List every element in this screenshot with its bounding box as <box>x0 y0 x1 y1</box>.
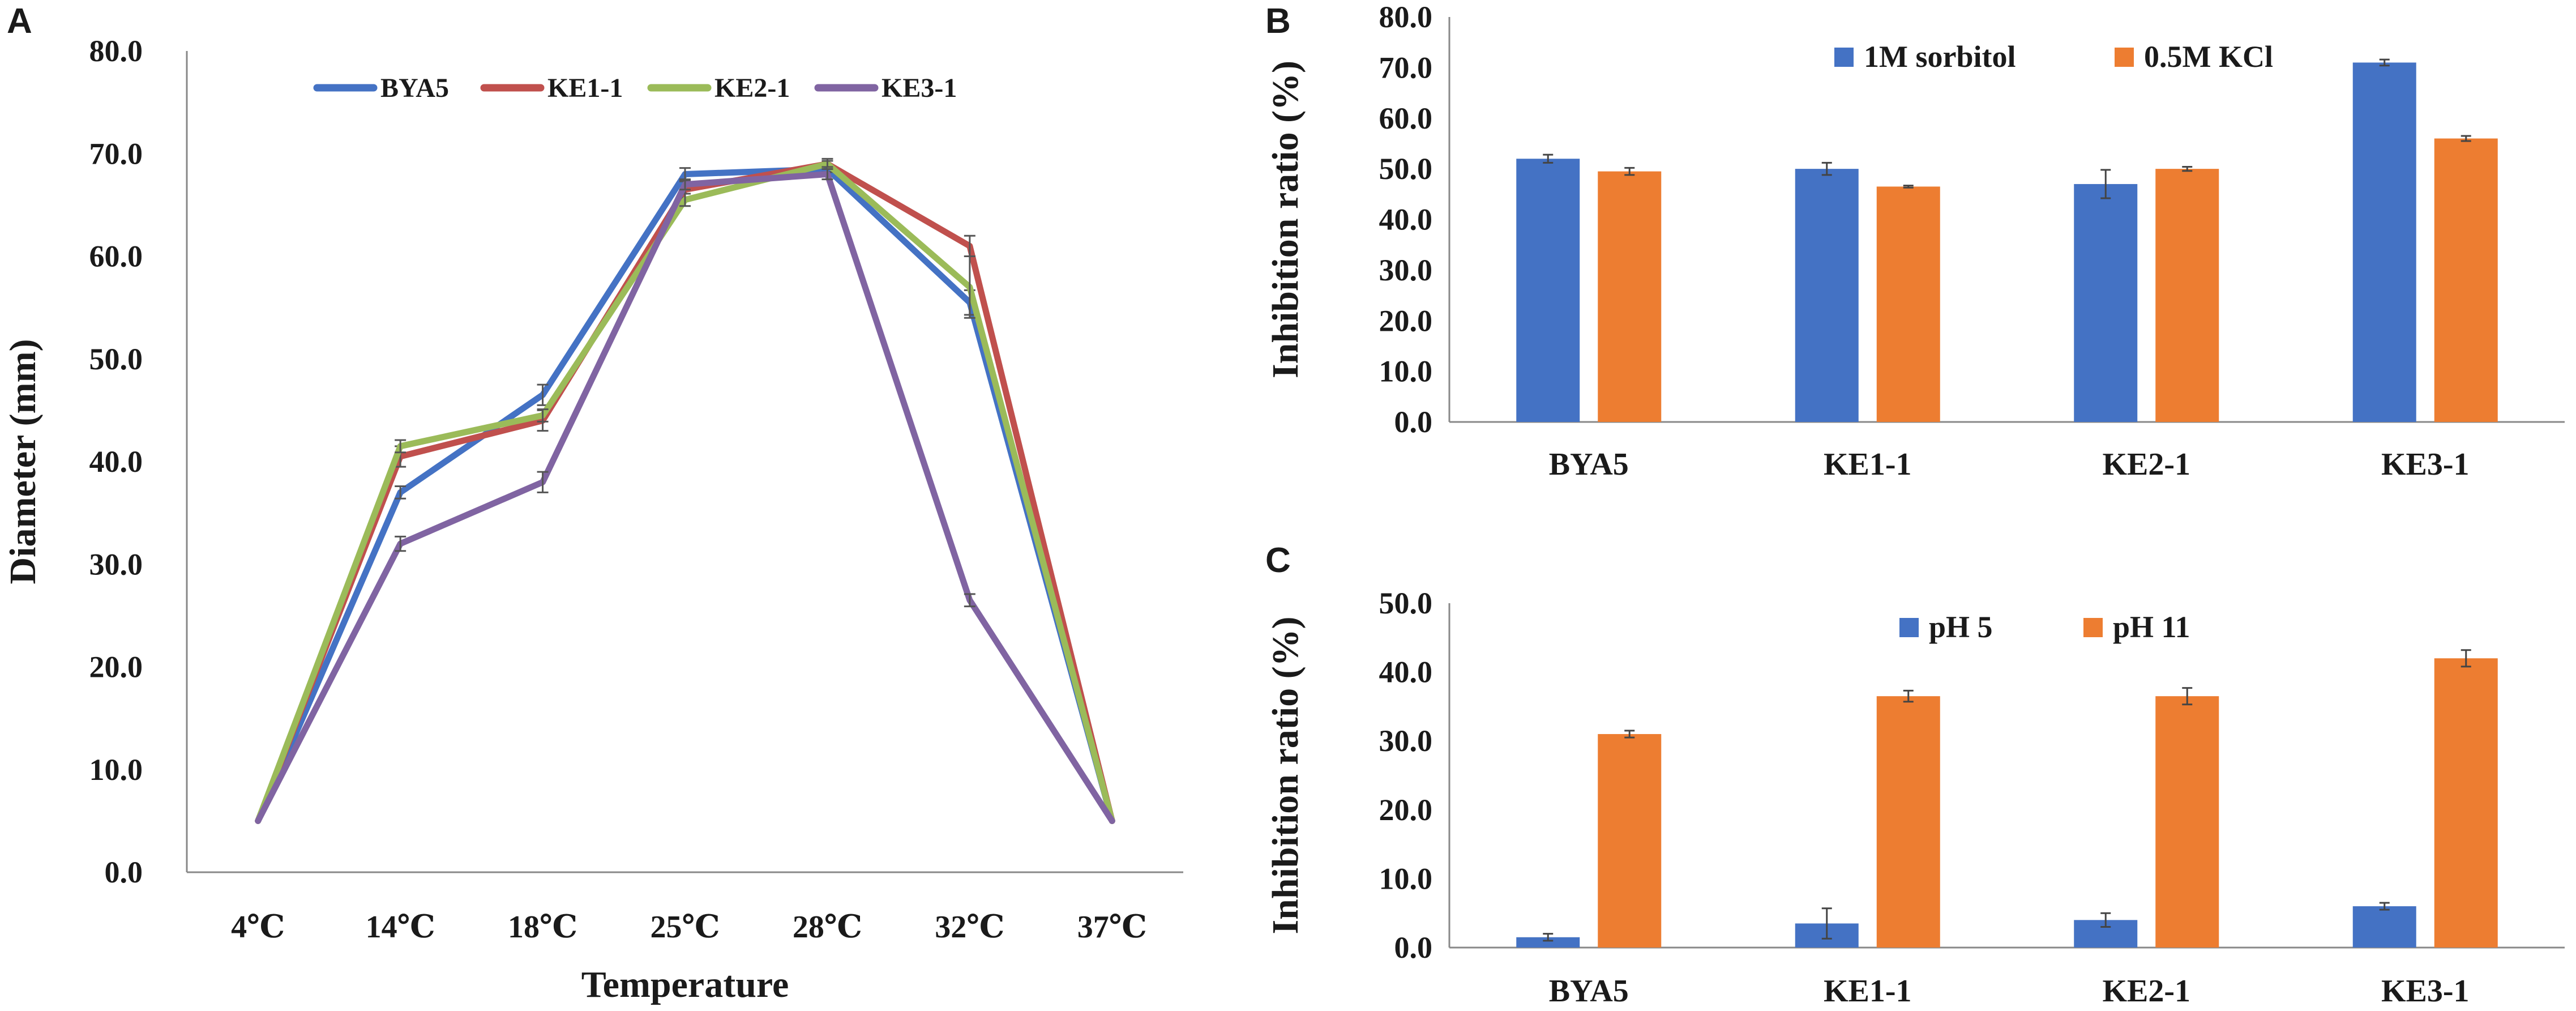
x-tick-label: 28℃ <box>793 910 862 945</box>
y-tick-label: 30.0 <box>1379 253 1433 287</box>
y-tick-label: 0.0 <box>1394 931 1433 965</box>
y-tick-label: 10.0 <box>1379 355 1433 389</box>
x-tick-label: 32℃ <box>935 910 1004 945</box>
legend-label: pH 11 <box>2113 610 2190 644</box>
y-tick-label: 30.0 <box>89 547 143 581</box>
bar-ph-11 <box>2434 658 2498 948</box>
y-tick-label: 20.0 <box>1379 304 1433 338</box>
panel-label: B <box>1265 2 1291 41</box>
bar-0-5m-kcl <box>1598 171 1662 422</box>
bar-0-5m-kcl <box>2434 138 2498 422</box>
bar-ph-5 <box>2352 906 2416 948</box>
y-tick-label: 80.0 <box>89 34 143 68</box>
y-tick-label: 20.0 <box>1379 793 1433 827</box>
panel-b-bar-chart: B 0.0 10.0 20.0 30.0 40.0 50.0 60.0 70.0 80.0 BYA5… <box>1265 0 2565 482</box>
y-tick-label: 0.0 <box>105 855 143 889</box>
bar-1m-sorbitol <box>1795 169 1859 422</box>
y-tick-label: 70.0 <box>1379 50 1433 84</box>
y-tick-label: 30.0 <box>1379 724 1433 758</box>
y-tick-label: 40.0 <box>1379 655 1433 689</box>
bar-ph-5 <box>1516 937 1580 948</box>
bar-ph-11 <box>1876 696 1940 948</box>
panel-c-bar-chart: C 0.0 10.0 20.0 30.0 40.0 50.0 BYA5 KE1-1 KE2-1 KE… <box>1265 541 2565 1009</box>
legend-label: KE2-1 <box>714 73 790 103</box>
legend-label: 0.5M KCl <box>2144 40 2273 74</box>
panel-label: A <box>7 2 32 41</box>
x-tick-label: 4℃ <box>231 910 285 945</box>
bar-ph-11 <box>1598 734 1662 948</box>
x-tick-label: KE1-1 <box>1824 447 1912 482</box>
y-tick-label: 40.0 <box>89 445 143 479</box>
y-axis-title: Inhibition ratio (%) <box>1265 616 1306 934</box>
y-tick-label: 60.0 <box>89 240 143 274</box>
series-line-ke2-1 <box>255 160 1115 824</box>
y-tick-label: 10.0 <box>1379 861 1433 895</box>
bar-0-5m-kcl <box>2155 169 2219 422</box>
bar-1m-sorbitol <box>2074 184 2138 422</box>
legend-swatch <box>1834 48 1854 67</box>
y-tick-label: 70.0 <box>89 136 143 170</box>
x-tick-label: KE3-1 <box>2381 447 2470 482</box>
x-axis-title: Temperature <box>581 964 789 1005</box>
x-tick-label: KE1-1 <box>1824 974 1912 1009</box>
y-tick-label: 40.0 <box>1379 203 1433 237</box>
x-tick-label: 37℃ <box>1077 910 1147 945</box>
x-tick-label: 25℃ <box>650 910 720 945</box>
legend-swatch <box>2115 48 2134 67</box>
legend-label: KE1-1 <box>547 73 623 103</box>
y-tick-label: 60.0 <box>1379 101 1433 135</box>
legend-label: 1M sorbitol <box>1864 40 2016 74</box>
legend-label: BYA5 <box>380 73 449 103</box>
y-tick-label: 50.0 <box>1379 586 1433 620</box>
legend-label: KE3-1 <box>882 73 957 103</box>
bar-ph-11 <box>2155 696 2219 948</box>
bar-1m-sorbitol <box>1516 159 1580 422</box>
x-tick-label: BYA5 <box>1549 447 1629 482</box>
x-tick-label: 14℃ <box>366 910 435 945</box>
y-axis-title: Inhibition ratio (%) <box>1265 61 1306 378</box>
x-tick-label: BYA5 <box>1549 974 1629 1009</box>
legend-swatch <box>1899 618 1919 637</box>
y-tick-label: 50.0 <box>1379 152 1433 186</box>
x-tick-label: KE2-1 <box>2102 447 2190 482</box>
y-tick-label: 80.0 <box>1379 0 1433 34</box>
bar-0-5m-kcl <box>1876 186 1940 422</box>
bar-1m-sorbitol <box>2352 62 2416 422</box>
x-tick-label: 18℃ <box>508 910 577 945</box>
legend-swatch <box>2083 618 2103 637</box>
panel-label: C <box>1265 541 1291 580</box>
legend-label: pH 5 <box>1929 610 1993 644</box>
x-tick-label: KE3-1 <box>2381 974 2470 1009</box>
y-tick-label: 50.0 <box>89 342 143 376</box>
y-axis-title: Diameter (mm) <box>2 339 44 584</box>
x-tick-label: KE2-1 <box>2102 974 2190 1009</box>
panel-a-line-chart: A 0.0 10.0 20.0 30.0 40.0 50.0 60.0 70.0 80.0 4℃ 14… <box>2 2 1183 1005</box>
y-tick-label: 0.0 <box>1394 405 1433 439</box>
y-tick-label: 10.0 <box>89 753 143 787</box>
y-tick-label: 20.0 <box>89 650 143 684</box>
